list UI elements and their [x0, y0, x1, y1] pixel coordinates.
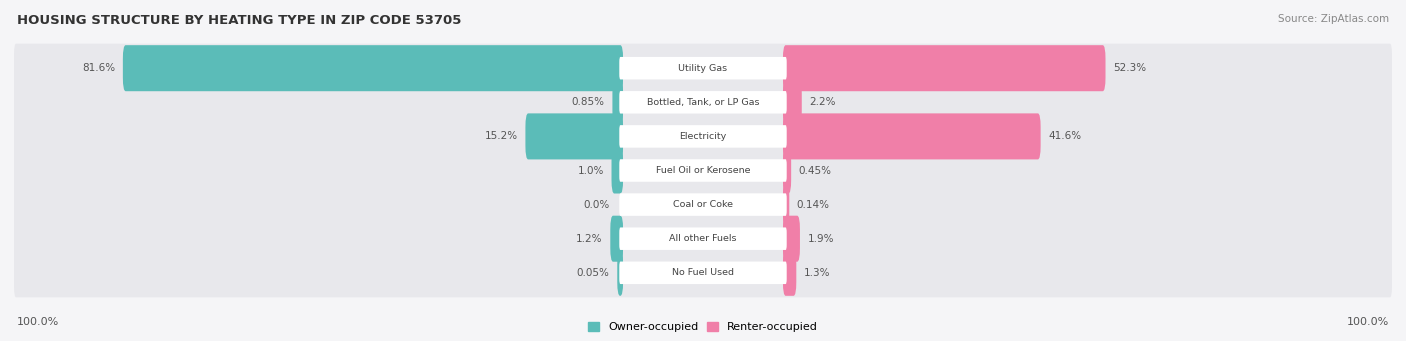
Text: 1.2%: 1.2% — [576, 234, 603, 244]
Text: Source: ZipAtlas.com: Source: ZipAtlas.com — [1278, 14, 1389, 24]
FancyBboxPatch shape — [14, 44, 1392, 93]
FancyBboxPatch shape — [122, 45, 623, 91]
FancyBboxPatch shape — [619, 125, 787, 148]
Text: 0.05%: 0.05% — [576, 268, 610, 278]
Text: 0.0%: 0.0% — [583, 199, 610, 210]
Text: 1.0%: 1.0% — [578, 165, 605, 176]
Text: 1.3%: 1.3% — [804, 268, 831, 278]
FancyBboxPatch shape — [613, 79, 623, 125]
FancyBboxPatch shape — [619, 159, 787, 182]
Text: 0.14%: 0.14% — [797, 199, 830, 210]
FancyBboxPatch shape — [14, 248, 1392, 297]
Text: 41.6%: 41.6% — [1049, 131, 1081, 142]
Text: 0.85%: 0.85% — [572, 97, 605, 107]
FancyBboxPatch shape — [783, 147, 792, 193]
Text: Fuel Oil or Kerosene: Fuel Oil or Kerosene — [655, 166, 751, 175]
Text: No Fuel Used: No Fuel Used — [672, 268, 734, 277]
FancyBboxPatch shape — [783, 181, 789, 228]
Text: Utility Gas: Utility Gas — [679, 64, 727, 73]
FancyBboxPatch shape — [612, 147, 623, 193]
Text: 81.6%: 81.6% — [82, 63, 115, 73]
FancyBboxPatch shape — [619, 91, 787, 114]
FancyBboxPatch shape — [14, 78, 1392, 127]
FancyBboxPatch shape — [619, 227, 787, 250]
Text: 100.0%: 100.0% — [17, 317, 59, 327]
FancyBboxPatch shape — [14, 146, 1392, 195]
FancyBboxPatch shape — [783, 216, 800, 262]
Text: 52.3%: 52.3% — [1114, 63, 1146, 73]
FancyBboxPatch shape — [783, 45, 1105, 91]
Text: 2.2%: 2.2% — [810, 97, 835, 107]
FancyBboxPatch shape — [783, 113, 1040, 160]
Text: HOUSING STRUCTURE BY HEATING TYPE IN ZIP CODE 53705: HOUSING STRUCTURE BY HEATING TYPE IN ZIP… — [17, 14, 461, 27]
FancyBboxPatch shape — [783, 79, 801, 125]
FancyBboxPatch shape — [619, 262, 787, 284]
FancyBboxPatch shape — [617, 250, 623, 296]
Text: Bottled, Tank, or LP Gas: Bottled, Tank, or LP Gas — [647, 98, 759, 107]
FancyBboxPatch shape — [610, 216, 623, 262]
FancyBboxPatch shape — [14, 112, 1392, 161]
Text: Electricity: Electricity — [679, 132, 727, 141]
Text: 1.9%: 1.9% — [807, 234, 834, 244]
Legend: Owner-occupied, Renter-occupied: Owner-occupied, Renter-occupied — [583, 317, 823, 337]
FancyBboxPatch shape — [14, 214, 1392, 263]
FancyBboxPatch shape — [619, 193, 787, 216]
FancyBboxPatch shape — [14, 180, 1392, 229]
Text: 0.45%: 0.45% — [799, 165, 832, 176]
Text: Coal or Coke: Coal or Coke — [673, 200, 733, 209]
FancyBboxPatch shape — [619, 57, 787, 79]
Text: All other Fuels: All other Fuels — [669, 234, 737, 243]
FancyBboxPatch shape — [526, 113, 623, 160]
FancyBboxPatch shape — [783, 250, 796, 296]
Text: 100.0%: 100.0% — [1347, 317, 1389, 327]
Text: 15.2%: 15.2% — [485, 131, 517, 142]
